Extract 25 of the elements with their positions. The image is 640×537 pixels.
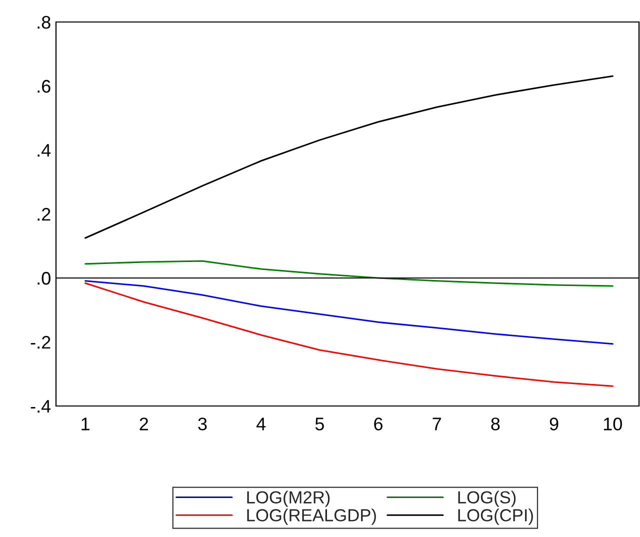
y-tick-label: -.4	[30, 400, 51, 413]
line-series	[84, 282, 614, 387]
line-series	[84, 75, 614, 239]
legend-label: LOG(CPI)	[458, 508, 533, 525]
x-tick-label: 1	[82, 418, 90, 430]
x-tick-label: 6	[374, 418, 382, 430]
x-tick-label: 2	[140, 418, 148, 430]
y-tick-label: .6	[38, 80, 50, 93]
x-tick-label: 10	[604, 418, 622, 430]
x-tick-label: 8	[491, 418, 500, 430]
legend-label: LOG(REALGDP)	[247, 508, 376, 525]
legend-label: LOG(S)	[458, 490, 516, 507]
y-tick-label: .0	[38, 272, 50, 285]
x-tick-label: 4	[256, 418, 266, 430]
x-tick-label: 7	[432, 418, 441, 430]
line-series	[84, 280, 614, 345]
y-tick-label: -.2	[30, 336, 50, 349]
y-tick-label: .4	[38, 144, 51, 157]
legend-label: LOG(M2R)	[247, 490, 330, 507]
x-tick-label: 9	[550, 418, 558, 430]
x-tick-label: 5	[315, 418, 324, 430]
y-tick-label: .2	[38, 208, 50, 221]
y-tick-label: .8	[38, 16, 50, 29]
x-tick-label: 3	[198, 418, 207, 430]
line-series	[84, 260, 614, 287]
